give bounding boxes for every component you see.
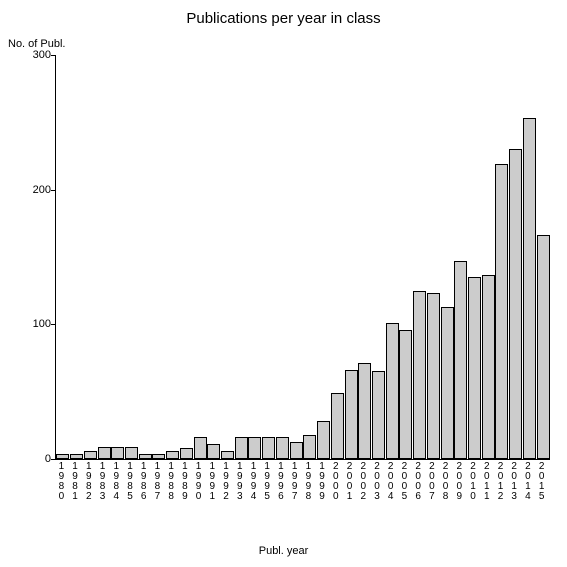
bar — [290, 442, 303, 460]
bar — [235, 437, 248, 459]
y-tick-label: 300 — [11, 49, 51, 61]
x-tick-label: 1986 — [140, 462, 147, 502]
bar — [70, 454, 83, 459]
bar — [468, 277, 481, 459]
bar — [441, 307, 454, 459]
y-tick-label: 200 — [11, 184, 51, 196]
x-tick-label: 2013 — [511, 462, 518, 502]
x-tick-label: 2005 — [401, 462, 408, 502]
x-tick-label: 1992 — [223, 462, 230, 502]
x-tick-label: 2011 — [483, 462, 490, 502]
x-tick-label: 1985 — [126, 462, 133, 502]
y-tick-mark — [51, 55, 55, 56]
bar — [221, 451, 234, 459]
bar — [537, 235, 550, 459]
x-tick-label: 2015 — [538, 462, 545, 502]
bar — [111, 447, 124, 459]
bar — [495, 164, 508, 459]
bar — [56, 454, 69, 459]
bar — [427, 293, 440, 459]
x-tick-label: 1982 — [85, 462, 92, 502]
x-tick-label: 2007 — [428, 462, 435, 502]
bar — [276, 437, 289, 459]
x-tick-label: 1984 — [113, 462, 120, 502]
bar — [413, 291, 426, 459]
bar — [523, 118, 536, 459]
bar — [166, 451, 179, 459]
y-tick-mark — [51, 459, 55, 460]
x-tick-label: 1994 — [250, 462, 257, 502]
bar — [248, 437, 261, 459]
bar — [125, 447, 138, 459]
x-tick-label: 1983 — [99, 462, 106, 502]
bar — [262, 437, 275, 459]
x-tick-label: 2001 — [346, 462, 353, 502]
x-tick-label: 1997 — [291, 462, 298, 502]
bar — [454, 261, 467, 459]
x-tick-label: 2006 — [415, 462, 422, 502]
bar — [84, 451, 97, 459]
x-tick-label: 1991 — [209, 462, 216, 502]
x-tick-label: 2010 — [470, 462, 477, 502]
y-tick-label: 100 — [11, 318, 51, 330]
bar — [303, 435, 316, 459]
x-tick-label: 2003 — [373, 462, 380, 502]
x-tick-label: 2000 — [332, 462, 339, 502]
bar — [152, 454, 165, 459]
bar — [386, 323, 399, 459]
bar — [399, 330, 412, 459]
x-tick-label: 1996 — [277, 462, 284, 502]
bar — [509, 149, 522, 459]
bar — [331, 393, 344, 459]
x-tick-label: 1987 — [154, 462, 161, 502]
x-tick-label: 2004 — [387, 462, 394, 502]
bar — [317, 421, 330, 459]
x-tick-label: 2002 — [360, 462, 367, 502]
x-tick-label: 1990 — [195, 462, 202, 502]
y-tick-mark — [51, 324, 55, 325]
x-tick-label: 2014 — [524, 462, 531, 502]
bar — [98, 447, 111, 459]
plot-area — [55, 55, 550, 460]
x-tick-label: 2012 — [497, 462, 504, 502]
x-tick-label: 1981 — [72, 462, 79, 502]
bar — [207, 444, 220, 459]
bar — [139, 454, 152, 459]
x-tick-label: 1980 — [58, 462, 65, 502]
bar — [482, 275, 495, 459]
x-tick-label: 1995 — [264, 462, 271, 502]
x-tick-label: 1999 — [319, 462, 326, 502]
x-tick-label: 1993 — [236, 462, 243, 502]
x-tick-label: 2008 — [442, 462, 449, 502]
x-tick-label: 2009 — [456, 462, 463, 502]
chart-title: Publications per year in class — [0, 10, 567, 27]
x-tick-label: 1989 — [181, 462, 188, 502]
y-tick-mark — [51, 190, 55, 191]
x-tick-label: 1988 — [168, 462, 175, 502]
x-axis-label: Publ. year — [0, 545, 567, 557]
chart-container: Publications per year in class No. of Pu… — [0, 0, 567, 567]
bar — [372, 371, 385, 459]
x-tick-label: 1998 — [305, 462, 312, 502]
bar — [180, 448, 193, 459]
y-tick-label: 0 — [11, 453, 51, 465]
bar — [345, 370, 358, 459]
bar — [194, 437, 207, 459]
bar — [358, 363, 371, 459]
